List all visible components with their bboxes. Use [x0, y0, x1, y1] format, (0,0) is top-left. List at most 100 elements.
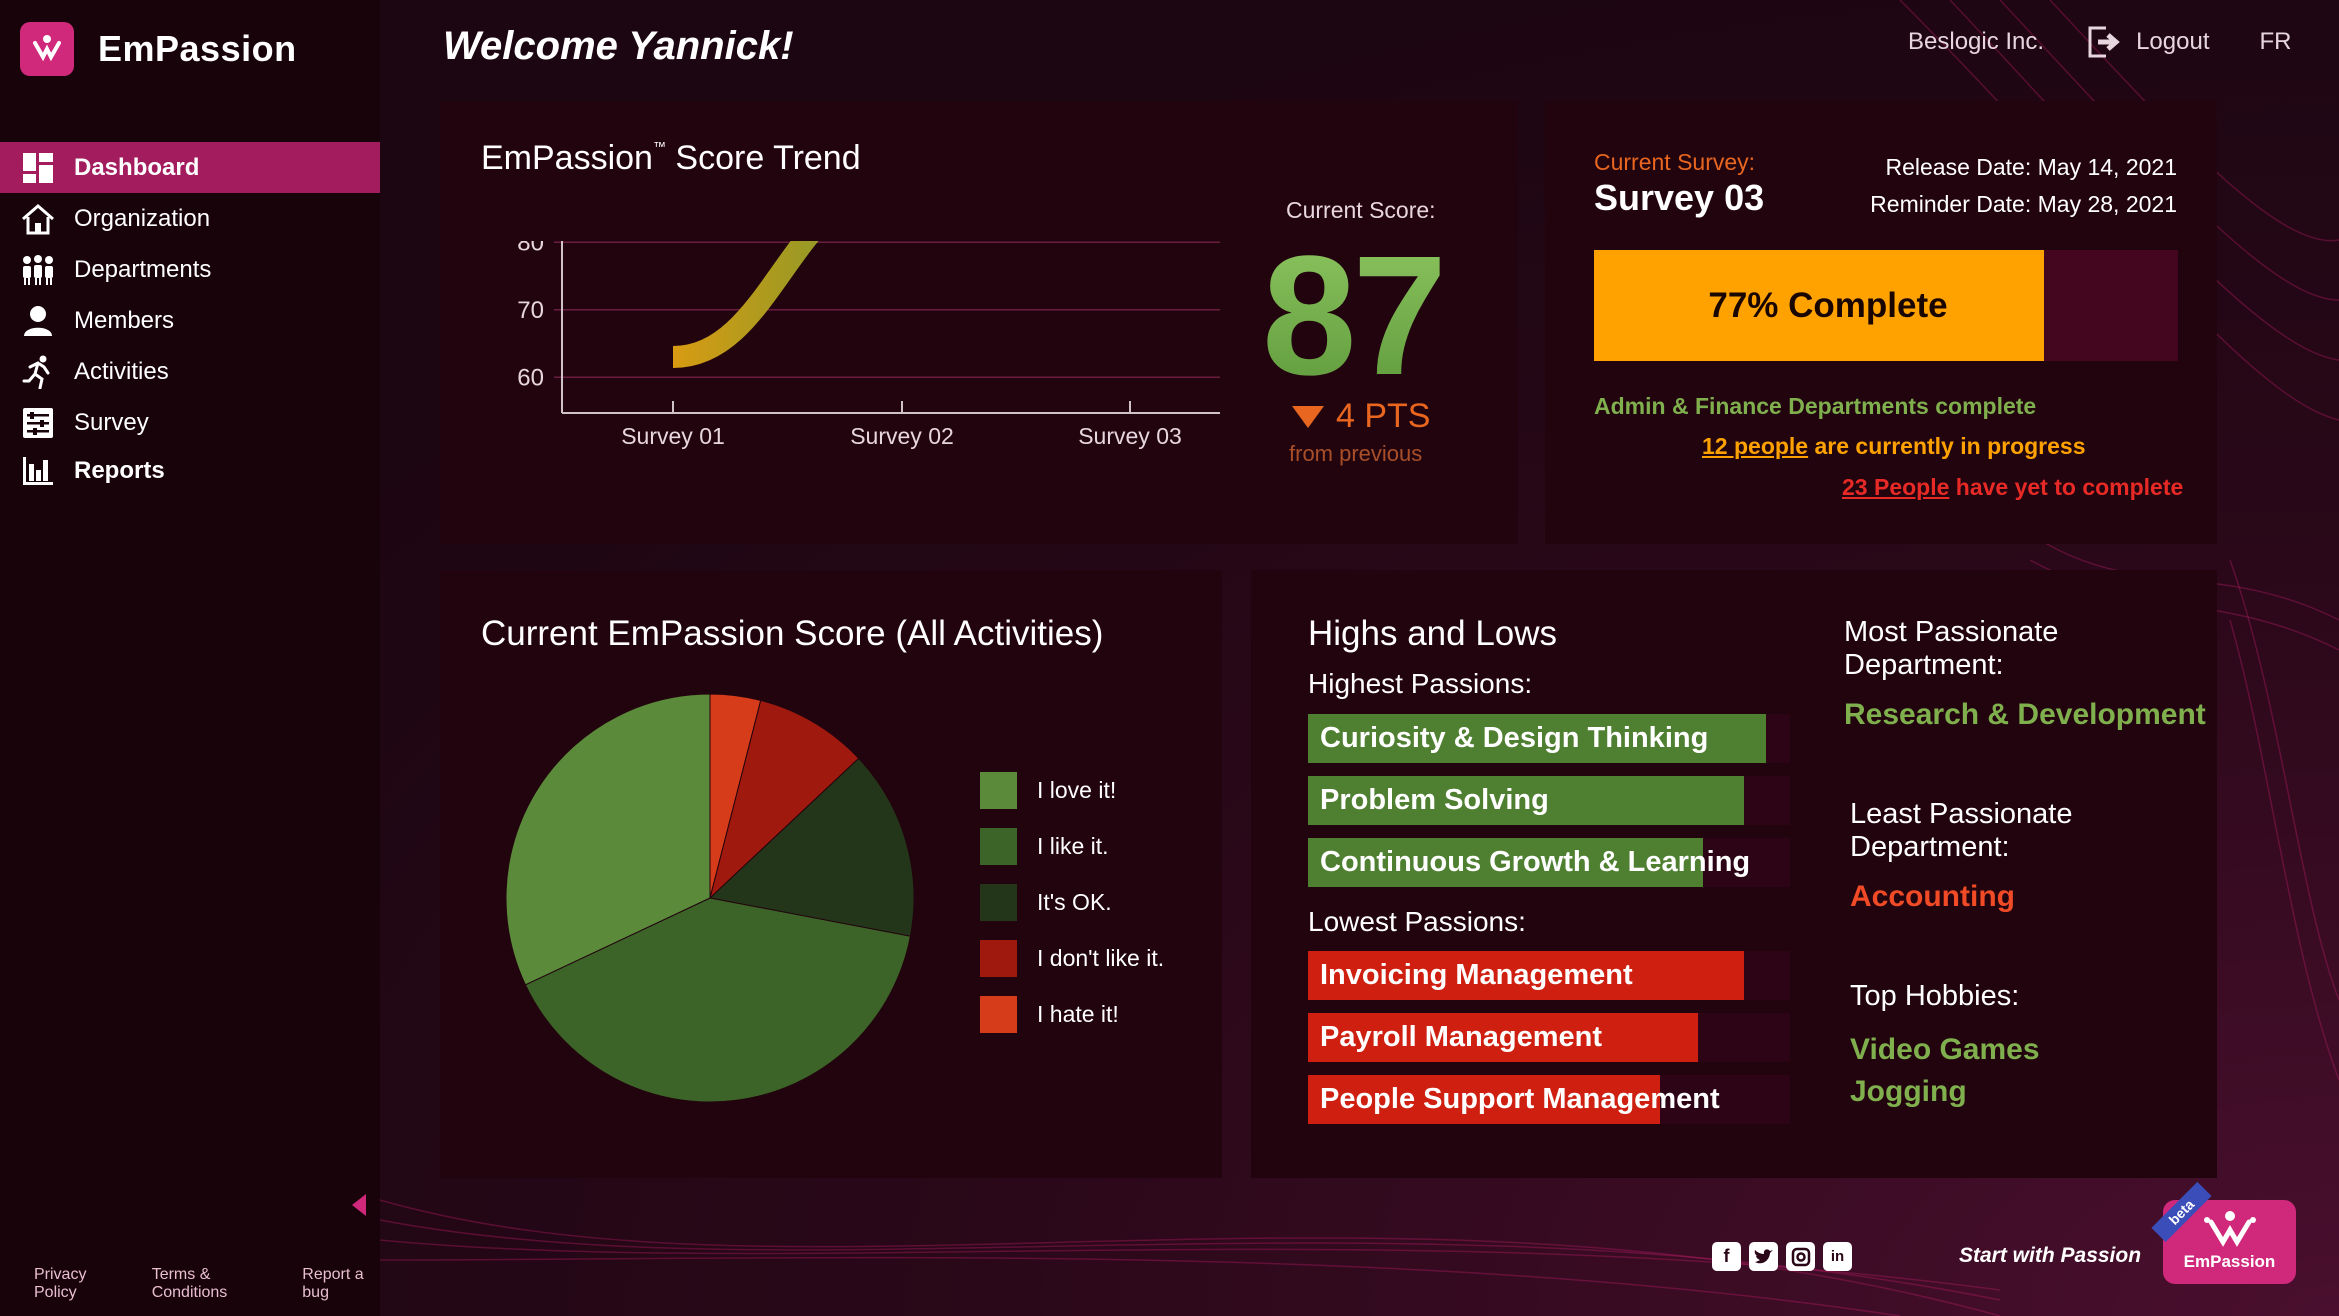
current-survey-panel: Current Survey: Survey 03 Release Date: … — [1545, 101, 2217, 544]
logout-icon — [2088, 26, 2120, 58]
legend-label: I like it. — [1037, 832, 1109, 859]
legend-swatch — [980, 771, 1017, 809]
privacy-policy-link[interactable]: Privacy Policy — [34, 1266, 87, 1301]
lowest-bar[interactable]: Invoicing Management — [1308, 951, 1790, 1000]
pie-title: Current EmPassion Score (All Activities) — [481, 614, 1104, 653]
highest-bar[interactable]: Continuous Growth & Learning — [1308, 838, 1790, 887]
highest-bar[interactable]: Curiosity & Design Thinking — [1308, 714, 1790, 763]
sidebar-item-label: Departments — [74, 255, 212, 283]
pie-slice[interactable] — [709, 699, 860, 900]
legend-swatch — [980, 827, 1017, 865]
logo-icon — [20, 22, 74, 76]
lowest-bar-label: Invoicing Management — [1320, 959, 1633, 991]
in-progress-people-link[interactable]: 12 people — [1702, 433, 1809, 459]
terms-link[interactable]: Terms & Conditions — [151, 1266, 228, 1301]
legend-label: I don't like it. — [1037, 944, 1165, 971]
sidebar-item-members[interactable]: Members — [0, 295, 380, 346]
y-tick-label: 80 — [517, 241, 544, 256]
legend-item: I love it! — [980, 762, 1164, 818]
y-tick-label: 70 — [517, 297, 544, 324]
lowest-bar[interactable]: People Support Management — [1308, 1075, 1790, 1124]
most-passionate-block: Most Passionate Department: Research & D… — [1844, 616, 2206, 731]
legend-label: I love it! — [1037, 776, 1117, 803]
report-bug-link[interactable]: Report a bug — [302, 1266, 364, 1301]
y-tick-label: 60 — [517, 364, 544, 391]
x-tick-label: Survey 01 — [621, 423, 725, 449]
highest-bar-fill — [1308, 838, 1704, 887]
empassion-beta-badge[interactable]: beta EmPassion — [2151, 1182, 2296, 1284]
running-icon — [20, 354, 56, 390]
survey-progress-label: 77% Complete — [1708, 285, 1948, 325]
score-trend-title: EmPassion™ Score Trend — [481, 139, 861, 177]
sidebar-item-activities[interactable]: Activities — [0, 346, 380, 397]
highest-bar-label: Curiosity & Design Thinking — [1320, 722, 1709, 754]
sidebar-item-label: Dashboard — [74, 153, 200, 181]
sidebar-item-label: Survey — [74, 408, 149, 436]
sidebar-item-survey[interactable]: Survey — [0, 397, 380, 448]
survey-progress-bar: 77% Complete — [1594, 250, 2178, 361]
down-arrow-icon — [1292, 405, 1324, 428]
checklist-icon — [20, 405, 56, 441]
score-pie-panel: Current EmPassion Score (All Activities)… — [440, 570, 1222, 1178]
highest-bar[interactable]: Problem Solving — [1308, 776, 1790, 825]
sidebar-item-label: Members — [74, 306, 175, 334]
score-trend-panel: EmPassion™ Score Trend 60708090Survey 01… — [440, 101, 1518, 544]
current-survey-label: Current Survey: — [1594, 149, 1756, 175]
legend-swatch — [980, 939, 1017, 977]
pie-legend: I love it! I like it. It's OK. I don't like… — [980, 762, 1164, 1042]
sidebar-item-dashboard[interactable]: Dashboard — [0, 142, 380, 193]
header-actions: Beslogic Inc. Logout FR — [1908, 24, 2291, 60]
most-passionate-value: Research & Development — [1844, 698, 2206, 731]
sidebar-item-departments[interactable]: Departments — [0, 244, 380, 295]
welcome-heading: Welcome Yannick! — [443, 24, 794, 68]
highest-bar-label: Continuous Growth & Learning — [1320, 846, 1751, 878]
pie-slice[interactable] — [505, 693, 711, 986]
legend-item: I hate it! — [980, 986, 1164, 1042]
current-survey-name: Survey 03 — [1594, 177, 1765, 218]
lowest-bar-fill — [1308, 1013, 1699, 1062]
footer-links: Privacy Policy Terms & Conditions Report… — [34, 1266, 380, 1302]
least-passionate-value: Accounting — [1850, 880, 2015, 913]
score-change-note: from previous — [1289, 441, 1423, 466]
lowest-bar-label: Payroll Management — [1320, 1021, 1603, 1053]
app-logo[interactable]: EmPassion — [20, 22, 297, 76]
release-date: Release Date: May 14, 2021 — [1885, 154, 2177, 180]
sidebar-nav: Dashboard Organization Departments Membe… — [0, 142, 380, 493]
legend-item: I don't like it. — [980, 930, 1164, 986]
twitter-icon[interactable] — [1749, 1242, 1778, 1271]
linkedin-icon[interactable]: in — [1823, 1242, 1852, 1271]
highest-bar-fill — [1308, 776, 1745, 825]
legend-item: I like it. — [980, 818, 1164, 874]
collapse-sidebar-button[interactable] — [352, 1194, 366, 1216]
logout-button[interactable]: Logout — [2086, 24, 2209, 60]
top-hobbies-block: Top Hobbies: Video Games Jogging — [1850, 980, 2040, 1113]
score-pie-chart — [505, 693, 915, 1103]
highs-lows-title: Highs and Lows — [1308, 614, 1558, 653]
sidebar-item-label: Activities — [74, 357, 169, 385]
people-group-icon — [20, 252, 56, 288]
score-trend-line — [672, 241, 819, 368]
current-score-value: 87 — [1262, 221, 1447, 411]
hobby-item: Jogging — [1850, 1075, 1967, 1108]
badge-logo-icon — [2203, 1211, 2256, 1247]
sidebar-item-reports[interactable]: Reports — [0, 448, 380, 493]
hobby-item: Video Games — [1850, 1033, 2040, 1066]
language-toggle[interactable]: FR — [2259, 28, 2292, 55]
instagram-icon[interactable] — [1786, 1242, 1815, 1271]
sidebar-item-organization[interactable]: Organization — [0, 193, 380, 244]
status-complete: Admin & Finance Departments complete — [1594, 393, 2037, 419]
person-icon — [20, 303, 56, 339]
status-in-progress: 12 people are currently in progress — [1702, 433, 2086, 459]
pie-slice[interactable] — [708, 757, 915, 937]
least-passionate-block: Least Passionate Department: Accounting — [1850, 798, 2090, 913]
facebook-icon[interactable]: f — [1712, 1242, 1741, 1271]
bar-chart-icon — [20, 453, 56, 489]
legend-label: I hate it! — [1037, 1000, 1119, 1027]
pie-slice[interactable] — [524, 897, 911, 1103]
lowest-bar[interactable]: Payroll Management — [1308, 1013, 1790, 1062]
highest-passions-label: Highest Passions: — [1308, 668, 1533, 699]
sidebar-item-label: Organization — [74, 204, 211, 232]
pending-people-link[interactable]: 23 People — [1842, 474, 1950, 500]
highs-lows-panel: Highs and Lows Highest Passions: Lowest … — [1251, 570, 2217, 1178]
